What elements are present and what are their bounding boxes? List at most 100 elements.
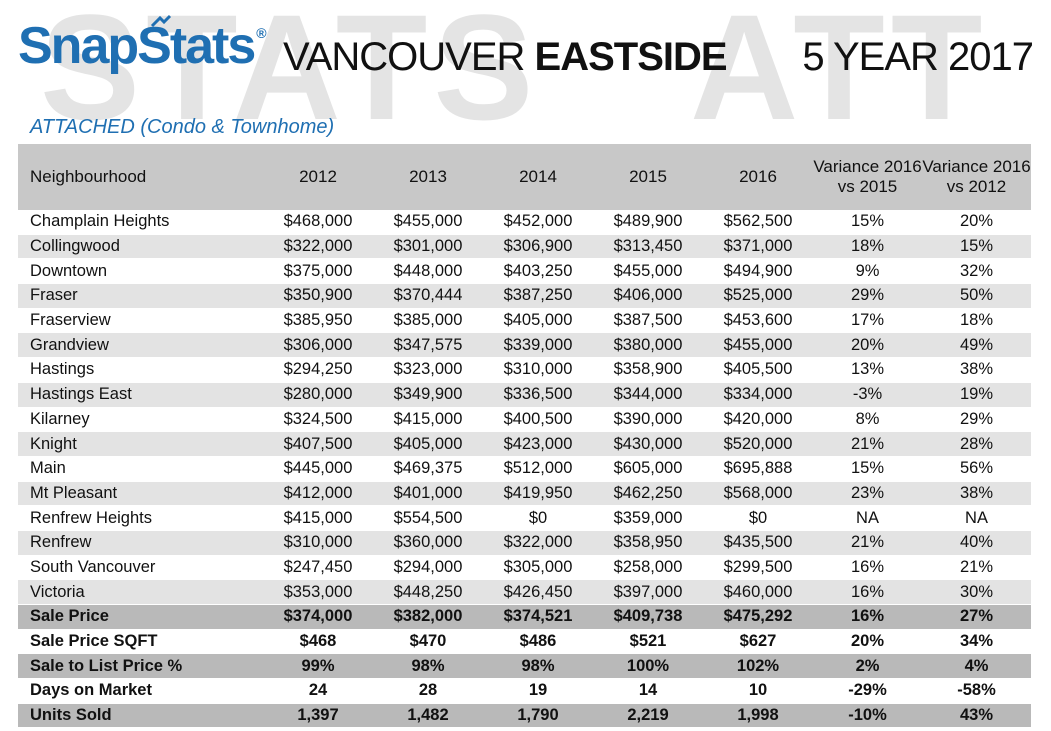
- table-cell: $310,000: [483, 357, 593, 383]
- table-cell: $554,500: [373, 505, 483, 531]
- neighbourhood-name: South Vancouver: [18, 555, 263, 581]
- table-cell: $520,000: [703, 431, 813, 457]
- neighbourhood-name: Renfrew Heights: [18, 505, 263, 531]
- table-cell: $405,000: [373, 431, 483, 457]
- table-cell: 23%: [813, 481, 922, 507]
- table-cell: $247,450: [263, 555, 373, 581]
- table-cell: $453,600: [703, 308, 813, 334]
- summary-row: Sale Price SQFT $468 $470 $486 $521 $627 20% 34…: [18, 629, 1031, 655]
- table-cell: 18%: [922, 308, 1031, 334]
- table-cell: 40%: [922, 530, 1031, 556]
- table-cell: $306,000: [263, 332, 373, 359]
- summary-cell: 4%: [922, 653, 1031, 680]
- table-cell: 16%: [813, 555, 922, 581]
- summary-cell: -58%: [922, 678, 1031, 704]
- table-cell: $455,000: [373, 210, 483, 235]
- column-header: 2015: [593, 144, 703, 210]
- table-cell: $562,500: [703, 210, 813, 235]
- table-cell: $0: [483, 505, 593, 531]
- metric-name: Sale Price SQFT: [18, 629, 263, 655]
- table-row: Renfrew Heights $415,000 $554,500 $0 $359,00…: [18, 505, 1031, 531]
- title-area: EASTSIDE: [534, 35, 728, 79]
- table-cell: $299,500: [703, 555, 813, 581]
- table-cell: 50%: [922, 283, 1031, 309]
- summary-row: Sale Price $374,000 $382,000 $374,521 $409,7…: [18, 604, 1031, 630]
- table-cell: $375,000: [263, 258, 373, 285]
- table-cell: 8%: [813, 407, 922, 433]
- summary-cell: 43%: [922, 703, 1031, 729]
- summary-cell: 10: [703, 678, 813, 704]
- table-cell: $455,000: [703, 332, 813, 359]
- table-cell: $401,000: [373, 481, 483, 507]
- neighbourhood-name: Main: [18, 456, 263, 482]
- logo-text: SnapStats: [18, 17, 256, 75]
- summary-cell: 2%: [813, 653, 922, 680]
- table-cell: $385,950: [263, 308, 373, 334]
- table-cell: 21%: [922, 555, 1031, 581]
- table-cell: $339,000: [483, 332, 593, 359]
- table-cell: $390,000: [593, 407, 703, 433]
- table-row: Champlain Heights $468,000 $455,000 $452,00…: [18, 210, 1031, 235]
- table-cell: $344,000: [593, 382, 703, 408]
- summary-cell: 24: [263, 678, 373, 704]
- table-cell: $462,250: [593, 481, 703, 507]
- table-cell: 20%: [922, 210, 1031, 235]
- table-cell: 21%: [813, 431, 922, 457]
- table-cell: $423,000: [483, 431, 593, 457]
- table-row: Knight $407,500 $405,000 $423,000 $430,000 $5…: [18, 431, 1031, 457]
- table-cell: $305,000: [483, 555, 593, 581]
- table-cell: $494,900: [703, 258, 813, 285]
- table-cell: $420,000: [703, 407, 813, 433]
- table-row: Victoria $353,000 $448,250 $426,450 $397,000…: [18, 579, 1031, 605]
- table-cell: 15%: [813, 210, 922, 235]
- neighbourhood-name: Grandview: [18, 332, 263, 359]
- table-cell: $512,000: [483, 456, 593, 482]
- table-cell: $406,000: [593, 283, 703, 309]
- table-row: Kilarney $324,500 $415,000 $400,500 $390,000…: [18, 407, 1031, 433]
- table-cell: $313,450: [593, 234, 703, 260]
- neighbourhood-name: Fraserview: [18, 308, 263, 334]
- table-row: Hastings $294,250 $323,000 $310,000 $358,900…: [18, 357, 1031, 383]
- table-row: Main $445,000 $469,375 $512,000 $605,000 $695…: [18, 456, 1031, 482]
- table-cell: $294,250: [263, 357, 373, 383]
- column-header: Variance 2016 vs 2015: [813, 144, 922, 210]
- summary-cell: 1,998: [703, 703, 813, 729]
- table-cell: $445,000: [263, 456, 373, 482]
- stats-table: Neighbourhood 2012 2013 2014 2015 2016 Varianc…: [18, 144, 1031, 729]
- table-cell: $280,000: [263, 382, 373, 408]
- table-cell: $387,250: [483, 283, 593, 309]
- column-header: Neighbourhood: [18, 144, 263, 210]
- table-row: Collingwood $322,000 $301,000 $306,900 $313,…: [18, 234, 1031, 260]
- watermark-stats: STATS: [40, 0, 540, 151]
- table-cell: $469,375: [373, 456, 483, 482]
- table-cell: $0: [703, 505, 813, 531]
- summary-cell: $382,000: [373, 604, 483, 630]
- table-cell: $336,500: [483, 382, 593, 408]
- table-cell: 18%: [813, 234, 922, 260]
- summary-cell: 20%: [813, 629, 922, 655]
- table-row: Grandview $306,000 $347,575 $339,000 $380,00…: [18, 332, 1031, 359]
- summary-cell: 99%: [263, 653, 373, 680]
- table-cell: $322,000: [483, 530, 593, 556]
- table-cell: $350,900: [263, 283, 373, 309]
- table-cell: $359,000: [593, 505, 703, 531]
- table-row: Fraserview $385,950 $385,000 $405,000 $387,5…: [18, 308, 1031, 334]
- table-cell: $322,000: [263, 234, 373, 260]
- table-cell: $258,000: [593, 555, 703, 581]
- table-cell: $360,000: [373, 530, 483, 556]
- summary-cell: -10%: [813, 703, 922, 729]
- metric-name: Sale Price: [18, 604, 263, 630]
- page-title: VANCOUVER EASTSIDE: [283, 35, 728, 79]
- neighbourhood-name: Collingwood: [18, 234, 263, 260]
- summary-cell: 2,219: [593, 703, 703, 729]
- table-cell: $358,950: [593, 530, 703, 556]
- summary-cell: 27%: [922, 604, 1031, 630]
- column-header: Variance 2016 vs 2012: [922, 144, 1031, 210]
- neighbourhood-name: Hastings East: [18, 382, 263, 408]
- summary-cell: $521: [593, 629, 703, 655]
- logo-arrow-icon: [150, 14, 172, 28]
- table-cell: $415,000: [263, 505, 373, 531]
- column-header: 2012: [263, 144, 373, 210]
- table-cell: 21%: [813, 530, 922, 556]
- table-cell: 17%: [813, 308, 922, 334]
